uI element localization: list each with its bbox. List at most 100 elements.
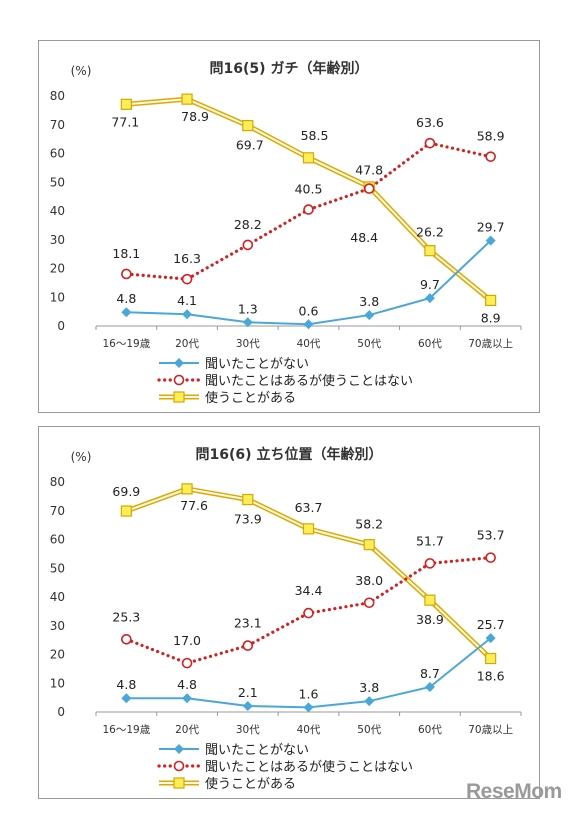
data-label: 69.7 — [236, 138, 264, 153]
data-point-marker — [303, 607, 314, 619]
data-point-marker — [302, 523, 315, 535]
data-point-marker — [303, 319, 314, 330]
data-point-marker — [424, 558, 436, 569]
data-point-marker — [424, 293, 435, 304]
data-point-marker — [363, 597, 375, 609]
data-label: 73.9 — [234, 512, 262, 527]
data-label: 28.2 — [234, 217, 262, 232]
y-tick-label: 0 — [57, 319, 65, 333]
line-chart-2: 問16(6) 立ち位置（年齢別） (%) 0 10 20 30 40 50 60 70 80 16～1… — [50, 446, 522, 792]
legend-label: 聞いたことがない — [205, 357, 309, 372]
data-label: 77.6 — [180, 498, 208, 513]
y-tick-label: 80 — [50, 475, 65, 489]
y-tick-label: 20 — [50, 648, 65, 662]
data-point-marker — [121, 307, 132, 318]
data-label: 58.2 — [355, 517, 383, 532]
data-point-marker — [364, 696, 375, 707]
data-point-marker — [242, 239, 254, 251]
data-label: 40.5 — [295, 182, 323, 197]
data-label: 63.6 — [416, 115, 444, 130]
y-tick-label: 30 — [50, 233, 65, 247]
data-label: 4.8 — [116, 291, 136, 306]
data-point-marker — [182, 309, 193, 320]
y-tick-label: 40 — [50, 204, 65, 218]
x-tick-label: 20代 — [175, 724, 199, 736]
legend-marker — [173, 374, 185, 386]
data-label: 9.7 — [420, 277, 440, 292]
data-point-marker — [181, 93, 193, 105]
data-label: 58.9 — [477, 129, 505, 144]
data-label: 47.8 — [355, 163, 383, 178]
y-tick-label: 80 — [50, 89, 65, 103]
chart-title: 問16(6) 立ち位置（年齢別） — [196, 446, 383, 463]
y-tick-label: 70 — [50, 504, 65, 518]
data-point-marker — [242, 493, 254, 506]
chart-panel-1: 問16(5) ガチ（年齢別） (%) 0 10 20 30 40 50 60 70 80 16～19歳… — [38, 40, 540, 413]
y-tick-label: 40 — [50, 590, 65, 604]
x-tick-label: 16～19歳 — [102, 724, 150, 736]
data-label: 34.4 — [295, 583, 323, 598]
data-label: 58.5 — [301, 128, 329, 143]
data-label: 4.8 — [116, 677, 136, 692]
y-tick-label: 70 — [50, 118, 65, 132]
data-label: 63.7 — [295, 500, 323, 515]
y-tick-label: 30 — [50, 619, 65, 633]
x-tick-label: 50代 — [357, 724, 381, 736]
legend-label: 聞いたことがない — [205, 743, 309, 758]
legend-marker — [174, 744, 184, 754]
data-point-marker — [302, 152, 315, 164]
data-point-marker — [181, 273, 193, 285]
data-point-marker — [120, 98, 132, 110]
data-label: 38.9 — [416, 612, 444, 627]
legend-item: 聞いたことはあるが使うことはない — [157, 759, 413, 775]
data-label: 3.8 — [359, 294, 379, 309]
data-point-marker — [303, 204, 314, 215]
data-point-marker — [242, 120, 254, 132]
legend-label: 使うことがある — [205, 776, 296, 792]
legend-marker — [174, 358, 184, 368]
legend-item: 聞いたことがない — [159, 357, 309, 372]
y-axis-unit-label: (%) — [71, 450, 92, 464]
data-point-marker — [424, 681, 435, 692]
data-point-marker — [424, 245, 436, 257]
data-label: 23.1 — [234, 616, 262, 631]
data-label: 51.7 — [416, 533, 444, 548]
data-label: 69.9 — [112, 484, 140, 499]
data-label: 38.0 — [355, 573, 383, 588]
legend-label: 聞いたことはあるが使うことはない — [205, 759, 413, 775]
x-tick-label: 70歳以上 — [468, 724, 513, 736]
data-point-marker — [485, 552, 496, 563]
y-tick-label: 10 — [50, 290, 65, 304]
data-label: 16.3 — [173, 251, 201, 266]
data-label: 25.7 — [477, 617, 505, 632]
chart-title: 問16(5) ガチ（年齢別） — [210, 60, 369, 77]
data-point-marker — [485, 151, 496, 162]
data-point-marker — [181, 657, 193, 669]
data-label: 29.7 — [477, 220, 505, 235]
legend-item: 聞いたことがない — [159, 743, 309, 758]
legend-item: 使うことがある — [159, 776, 296, 792]
chart-panel-2: 問16(6) 立ち位置（年齢別） (%) 0 10 20 30 40 50 60 70 80 16～1… — [38, 426, 540, 799]
y-tick-label: 60 — [50, 533, 65, 547]
resemom-logo: ReseMom — [466, 780, 562, 803]
data-label: 2.1 — [238, 685, 258, 700]
data-label: 77.1 — [111, 114, 139, 129]
data-point-marker — [181, 483, 193, 495]
data-point-marker — [485, 235, 496, 246]
y-tick-label: 0 — [57, 705, 65, 719]
x-tick-label: 40代 — [297, 724, 321, 736]
data-point-marker — [363, 539, 375, 551]
data-point-marker — [424, 137, 436, 149]
y-tick-label: 20 — [50, 262, 65, 276]
data-point-marker — [242, 640, 254, 651]
data-label: 3.8 — [359, 680, 379, 695]
data-label: 0.6 — [299, 303, 319, 318]
y-tick-label: 50 — [50, 561, 65, 575]
data-point-marker — [121, 693, 132, 704]
y-axis-unit-label: (%) — [71, 64, 92, 78]
data-label: 1.3 — [238, 301, 258, 316]
x-tick-label: 20代 — [175, 338, 199, 350]
data-label: 4.1 — [177, 293, 197, 308]
x-tick-label: 50代 — [357, 338, 381, 350]
data-point-marker — [485, 633, 496, 644]
